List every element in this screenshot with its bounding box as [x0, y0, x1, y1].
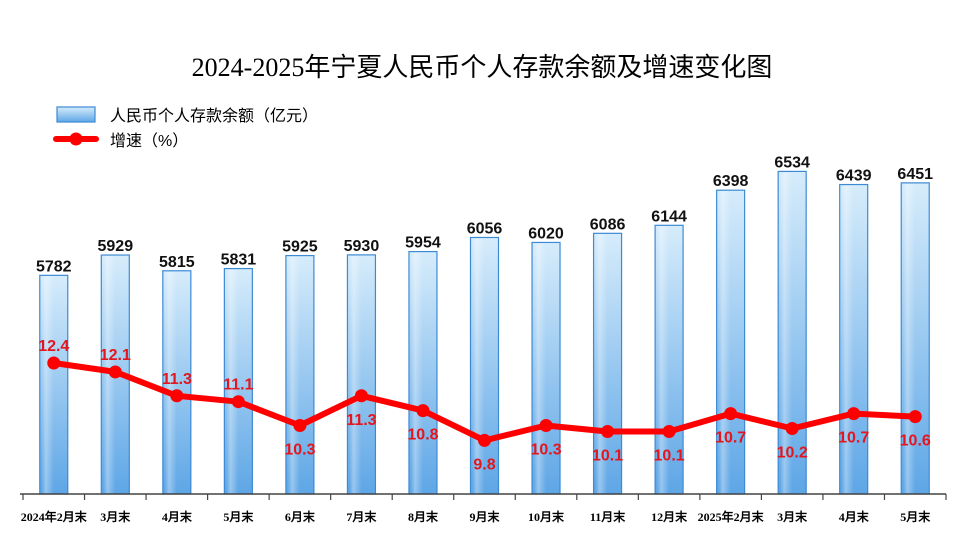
legend-line-label: 增速（%） — [110, 132, 188, 150]
balance-value-label: 6398 — [713, 173, 749, 190]
balance-bar-shine — [472, 238, 485, 494]
growth-value-label: 12.4 — [38, 338, 69, 355]
growth-value-label: 10.1 — [592, 447, 623, 464]
growth-point — [539, 419, 553, 433]
balance-value-label: 6056 — [467, 220, 503, 237]
growth-value-label: 10.3 — [530, 442, 561, 459]
x-tick-label: 9月末 — [469, 509, 500, 524]
balance-value-label: 5930 — [344, 238, 380, 255]
growth-value-label: 10.3 — [284, 442, 315, 459]
growth-point — [478, 433, 491, 447]
balance-value-label: 6144 — [651, 208, 687, 225]
growth-point — [416, 404, 430, 418]
growth-value-label: 10.7 — [838, 430, 869, 447]
legend-line-marker — [69, 132, 83, 146]
growth-point — [724, 407, 738, 421]
x-tick-label: 2025年2月末 — [698, 509, 765, 524]
legend-bar-swatch — [56, 106, 96, 123]
growth-point — [231, 395, 245, 409]
growth-value-label: 10.2 — [777, 445, 808, 462]
growth-point — [662, 424, 676, 438]
growth-point — [108, 365, 122, 379]
balance-value-label: 5815 — [159, 254, 195, 271]
balance-bar-shine — [780, 172, 793, 495]
growth-point — [908, 410, 922, 424]
balance-value-label: 5831 — [221, 252, 257, 269]
balance-bar-shine — [534, 243, 547, 494]
growth-point — [847, 407, 861, 421]
x-tick-label: 10月末 — [528, 509, 565, 524]
balance-bar-shine — [226, 269, 239, 494]
balance-bar-shine — [287, 256, 300, 494]
chart-title: 2024-2025年宁夏人民币个人存款余额及增速变化图 — [192, 53, 773, 82]
growth-point — [601, 424, 615, 438]
balance-value-label: 6451 — [897, 166, 933, 183]
x-tick-label: 4月末 — [162, 509, 193, 524]
growth-point — [785, 422, 799, 436]
growth-value-label: 9.8 — [473, 456, 495, 473]
balance-bar-shine — [103, 256, 116, 494]
growth-value-labels: 12.4 12.1 11.3 11.1 10.3 11.3 10.8 9.8 10.3 10.1 1… — [38, 338, 931, 473]
x-tick-label: 6月末 — [285, 509, 316, 524]
x-tick-label: 5月末 — [900, 509, 931, 524]
growth-point — [170, 389, 184, 403]
balance-value-label: 5782 — [36, 258, 72, 275]
growth-value-label: 10.1 — [654, 447, 685, 464]
growth-point — [293, 419, 307, 433]
balance-value-label: 6439 — [836, 168, 872, 185]
growth-value-label: 12.1 — [100, 347, 131, 364]
balance-value-label: 6534 — [774, 154, 810, 171]
balance-value-label: 6086 — [590, 216, 626, 233]
balance-bar-shine — [841, 185, 854, 494]
growth-value-label: 11.3 — [346, 412, 376, 429]
x-tick-label: 4月末 — [839, 509, 870, 524]
growth-series — [47, 356, 922, 447]
x-tick-label: 12月末 — [651, 509, 688, 524]
balance-value-label: 6020 — [528, 225, 564, 242]
balance-value-labels: 5782 5929 5815 5831 5925 5930 5954 6056 6020 6086… — [36, 154, 933, 275]
balance-bar-shine — [164, 271, 177, 494]
balance-value-label: 5925 — [282, 239, 318, 256]
x-tick-label: 3月末 — [100, 509, 131, 524]
balance-bar-shine — [410, 252, 423, 494]
balance-value-label: 5954 — [405, 235, 441, 252]
x-tick-labels: 2024年2月末 3月末 4月末 5月末 6月末 7月末 8月末 9月末 10月末 11月末 12月… — [21, 509, 931, 524]
balance-value-label: 5929 — [98, 238, 134, 255]
x-tick-label: 3月末 — [777, 509, 808, 524]
growth-value-label: 11.3 — [162, 371, 192, 388]
balance-bar-shine — [41, 276, 54, 494]
legend: 人民币个人存款余额（亿元） 增速（%） — [53, 106, 318, 150]
balance-bar-shine — [718, 191, 731, 494]
balance-bar-shine — [349, 255, 362, 494]
x-axis — [20, 493, 947, 500]
x-tick-label: 5月末 — [223, 509, 254, 524]
growth-value-label: 10.7 — [715, 430, 746, 447]
x-tick-label: 11月末 — [590, 509, 626, 524]
growth-value-label: 10.8 — [407, 427, 438, 444]
growth-point — [354, 389, 368, 403]
growth-point — [47, 356, 61, 370]
growth-value-label: 10.6 — [900, 433, 931, 450]
growth-value-label: 11.1 — [223, 377, 253, 394]
legend-bar-label: 人民币个人存款余额（亿元） — [110, 106, 318, 125]
x-tick-label: 2024年2月末 — [21, 509, 88, 524]
x-tick-label: 8月末 — [408, 509, 439, 524]
x-tick-label: 7月末 — [346, 509, 377, 524]
